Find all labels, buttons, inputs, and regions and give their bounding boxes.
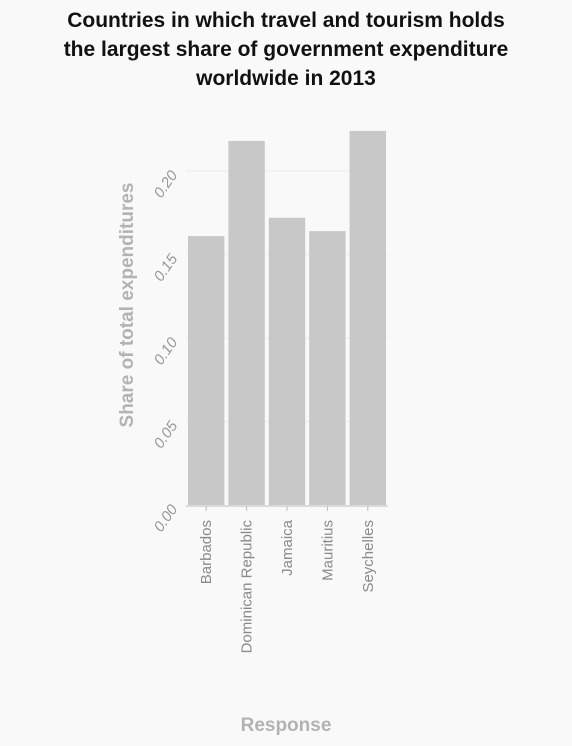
x-tick-label: Barbados xyxy=(198,520,215,584)
x-tick-labels: Barbados Dominican Republic Jamaica Mauriti… xyxy=(198,506,377,653)
bars xyxy=(188,130,386,506)
x-tick-label: Dominican Republic xyxy=(239,520,256,654)
y-axis-title: Share of total expenditures xyxy=(117,183,138,428)
bar-mauritius xyxy=(309,231,346,505)
y-tick-label: 0.20 xyxy=(151,167,182,201)
chart-title-line-2: the largest share of government expendit… xyxy=(63,38,509,61)
x-axis-title: Response xyxy=(241,715,332,736)
x-tick-label: Seychelles xyxy=(360,520,377,593)
chart-title-line-1: Countries in which travel and tourism ho… xyxy=(67,9,505,32)
y-tick-label: 0.00 xyxy=(151,501,182,535)
bar-barbados xyxy=(188,236,225,505)
bar-jamaica xyxy=(268,217,306,505)
y-tick-label: 0.15 xyxy=(151,251,182,285)
chart-title: Countries in which travel and tourism ho… xyxy=(0,6,572,93)
y-tick-labels: 0.00 0.05 0.10 0.15 0.20 xyxy=(151,167,182,535)
bar-dominican-republic xyxy=(228,140,265,505)
chart-title-line-3: worldwide in 2013 xyxy=(196,67,376,90)
y-tick-label: 0.10 xyxy=(151,334,182,368)
bar-seychelles xyxy=(349,130,386,506)
y-tick-label: 0.05 xyxy=(151,418,182,452)
x-tick-label: Jamaica xyxy=(279,519,296,576)
x-tick-label: Mauritius xyxy=(319,520,336,581)
